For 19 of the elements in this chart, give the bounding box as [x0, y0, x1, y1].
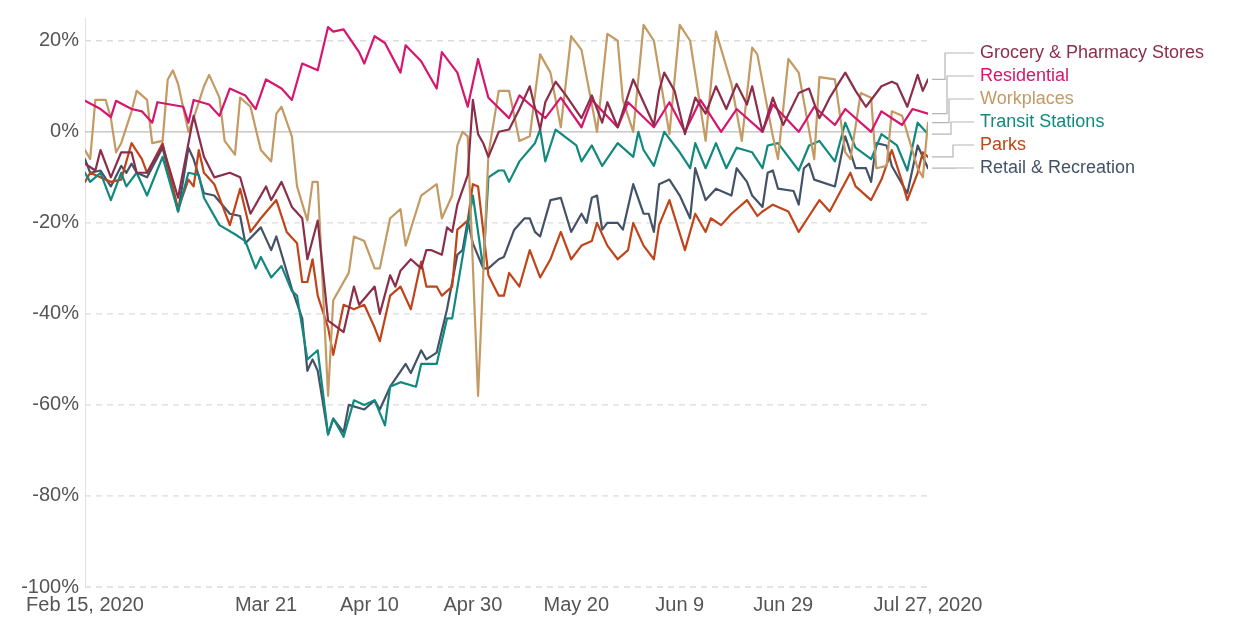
x-tick-label: Jul 27, 2020	[873, 592, 983, 615]
x-tick-label: Mar 21	[234, 592, 298, 615]
text: Grocery & Pharmacy Stores	[980, 41, 1205, 62]
x-tick-label: Jun 29	[753, 592, 814, 615]
text: Residential	[980, 64, 1070, 85]
text: Parks	[980, 133, 1027, 154]
x-tick-label: May 20	[543, 592, 610, 615]
text: Workplaces	[980, 87, 1074, 108]
x-tick-label: Apr 10	[339, 592, 399, 615]
x-tick-label: Jun 9	[655, 592, 705, 615]
y-tick-label: 0%	[50, 119, 80, 142]
text: Retail & Recreation	[980, 156, 1136, 177]
y-tick-label: -80%	[32, 483, 80, 506]
x-tick-label: Apr 30	[443, 592, 503, 615]
y-tick-label: 20%	[38, 28, 80, 51]
text: Transit Stations	[980, 110, 1105, 131]
y-tick-label: -40%	[32, 301, 80, 324]
y-tick-label: -20%	[32, 210, 80, 233]
y-tick-label: -60%	[32, 392, 80, 415]
